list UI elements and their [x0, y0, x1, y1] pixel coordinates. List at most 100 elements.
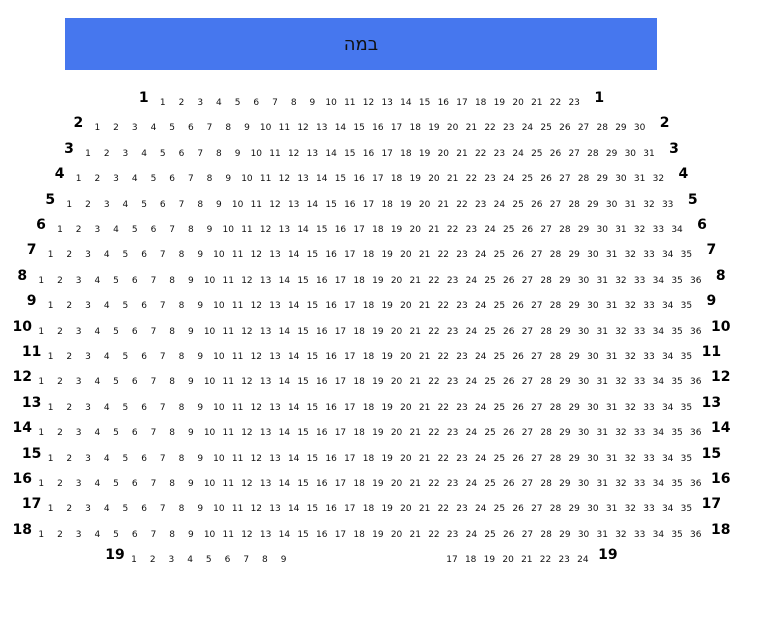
seat-r6-s5[interactable]: 5	[131, 225, 138, 235]
seat-r5-s22[interactable]: 22	[456, 199, 468, 210]
seat-r3-s8[interactable]: 8	[216, 148, 222, 159]
seat-r10-s19[interactable]: 19	[372, 326, 384, 337]
seat-r11-s14[interactable]: 14	[287, 352, 300, 362]
seat-r8-s9[interactable]: 9	[187, 275, 194, 286]
seat-r16-s12[interactable]: 12	[241, 479, 253, 489]
seat-r5-s31[interactable]: 31	[624, 199, 637, 210]
seat-r5-s28[interactable]: 28	[568, 199, 580, 210]
seat-r11-s19[interactable]: 19	[381, 352, 393, 362]
seat-r3-s12[interactable]: 12	[287, 148, 300, 159]
seat-r2-s15[interactable]: 15	[353, 123, 365, 134]
seat-r14-s31[interactable]: 31	[596, 428, 608, 439]
seat-r12-s11[interactable]: 11	[222, 377, 234, 388]
seat-r7-s17[interactable]: 17	[344, 250, 356, 261]
seat-r6-s18[interactable]: 18	[372, 225, 384, 235]
seat-r9-s1[interactable]: 1	[47, 301, 54, 312]
seat-r17-s14[interactable]: 14	[287, 504, 300, 515]
seat-r7-s24[interactable]: 24	[474, 250, 487, 261]
seat-r15-s8[interactable]: 8	[178, 453, 185, 464]
seat-r13-s19[interactable]: 19	[381, 402, 393, 413]
seat-r13-s13[interactable]: 13	[269, 402, 281, 413]
seat-r7-s7[interactable]: 7	[159, 250, 166, 261]
seat-r12-s8[interactable]: 8	[169, 377, 176, 388]
seat-r3-s26[interactable]: 26	[549, 148, 562, 159]
seat-r16-s31[interactable]: 31	[596, 479, 608, 489]
seat-r8-s1[interactable]: 1	[38, 275, 45, 286]
seat-r6-s21[interactable]: 21	[428, 225, 440, 235]
seat-r9-s30[interactable]: 30	[587, 301, 599, 312]
seat-r7-s1[interactable]: 1	[47, 250, 54, 261]
seat-r6-s4[interactable]: 4	[113, 225, 119, 235]
seat-r7-s21[interactable]: 21	[418, 250, 431, 261]
seat-r5-s29[interactable]: 29	[587, 199, 599, 210]
seat-r8-s14[interactable]: 14	[278, 275, 291, 286]
seat-r19-s1[interactable]: 1	[131, 555, 137, 566]
seat-r1-s19[interactable]: 19	[493, 98, 506, 108]
seat-r11-s18[interactable]: 18	[362, 352, 375, 362]
seat-r5-s20[interactable]: 20	[418, 199, 431, 210]
seat-r13-s1[interactable]: 1	[47, 402, 54, 413]
seat-r14-s30[interactable]: 30	[577, 428, 590, 439]
seat-r14-s1[interactable]: 1	[38, 428, 45, 439]
seat-r5-s2[interactable]: 2	[85, 199, 91, 210]
seat-r14-s35[interactable]: 35	[671, 428, 683, 439]
seat-r4-s29[interactable]: 29	[596, 174, 608, 185]
seat-r14-s6[interactable]: 6	[131, 428, 138, 439]
seat-r14-s34[interactable]: 34	[652, 428, 665, 439]
seat-r7-s10[interactable]: 10	[213, 250, 225, 261]
seat-r3-s9[interactable]: 9	[234, 148, 241, 159]
seat-r11-s34[interactable]: 34	[661, 352, 674, 362]
seat-r13-s8[interactable]: 8	[178, 402, 185, 413]
seat-r5-s9[interactable]: 9	[216, 199, 222, 210]
seat-r12-s1[interactable]: 1	[38, 377, 45, 388]
seat-r10-s12[interactable]: 12	[241, 326, 253, 337]
seat-r8-s5[interactable]: 5	[113, 275, 119, 286]
seat-r1-s17[interactable]: 17	[456, 98, 468, 108]
seat-r9-s8[interactable]: 8	[178, 301, 185, 312]
seat-r18-s9[interactable]: 9	[187, 529, 194, 540]
seat-r11-s22[interactable]: 22	[437, 352, 450, 362]
seat-r16-s18[interactable]: 18	[353, 479, 365, 489]
seat-r12-s14[interactable]: 14	[278, 377, 291, 388]
seat-r10-s33[interactable]: 33	[633, 326, 646, 337]
seat-r13-s12[interactable]: 12	[250, 402, 263, 413]
seat-r7-s30[interactable]: 30	[587, 250, 599, 261]
seat-r3-s15[interactable]: 15	[344, 148, 356, 159]
seat-r17-s35[interactable]: 35	[680, 504, 693, 515]
seat-r7-s27[interactable]: 27	[531, 250, 543, 261]
seat-r10-s10[interactable]: 10	[203, 326, 216, 337]
seat-r10-s4[interactable]: 4	[94, 326, 101, 337]
seat-r14-s12[interactable]: 12	[241, 428, 253, 439]
seat-r11-s17[interactable]: 17	[344, 352, 356, 362]
seat-r11-s4[interactable]: 4	[103, 352, 110, 362]
seat-r14-s32[interactable]: 32	[615, 428, 627, 439]
seat-r19-s7[interactable]: 7	[243, 555, 250, 566]
seat-r19-s8[interactable]: 8	[262, 555, 268, 566]
seat-r14-s29[interactable]: 29	[559, 428, 571, 439]
seat-r4-s27[interactable]: 27	[559, 174, 571, 185]
seat-r10-s36[interactable]: 36	[690, 326, 702, 337]
seat-r13-s9[interactable]: 9	[197, 402, 204, 413]
seat-r8-s21[interactable]: 21	[409, 275, 421, 286]
seat-r5-s17[interactable]: 17	[362, 199, 375, 210]
seat-r12-s19[interactable]: 19	[372, 377, 384, 388]
seat-r4-s16[interactable]: 16	[353, 174, 365, 185]
seat-r12-s28[interactable]: 28	[540, 377, 552, 388]
seat-r14-s23[interactable]: 23	[446, 428, 459, 439]
seat-r14-s26[interactable]: 26	[503, 428, 515, 439]
seat-r10-s18[interactable]: 18	[353, 326, 365, 337]
seat-r18-s30[interactable]: 30	[577, 529, 590, 540]
seat-r12-s25[interactable]: 25	[484, 377, 496, 388]
seat-r18-s2[interactable]: 2	[57, 529, 63, 540]
seat-r4-s26[interactable]: 26	[540, 174, 552, 185]
seat-r19-s18[interactable]: 18	[464, 555, 477, 566]
seat-r18-s25[interactable]: 25	[484, 529, 496, 540]
seat-r12-s16[interactable]: 16	[316, 377, 328, 388]
seat-r16-s21[interactable]: 21	[409, 479, 421, 489]
seat-r8-s29[interactable]: 29	[559, 275, 571, 286]
seat-r15-s17[interactable]: 17	[344, 453, 356, 464]
seat-r11-s28[interactable]: 28	[549, 352, 562, 362]
seat-r11-s20[interactable]: 20	[400, 352, 412, 362]
seat-r1-s11[interactable]: 11	[344, 98, 356, 108]
seat-r5-s6[interactable]: 6	[159, 199, 166, 210]
